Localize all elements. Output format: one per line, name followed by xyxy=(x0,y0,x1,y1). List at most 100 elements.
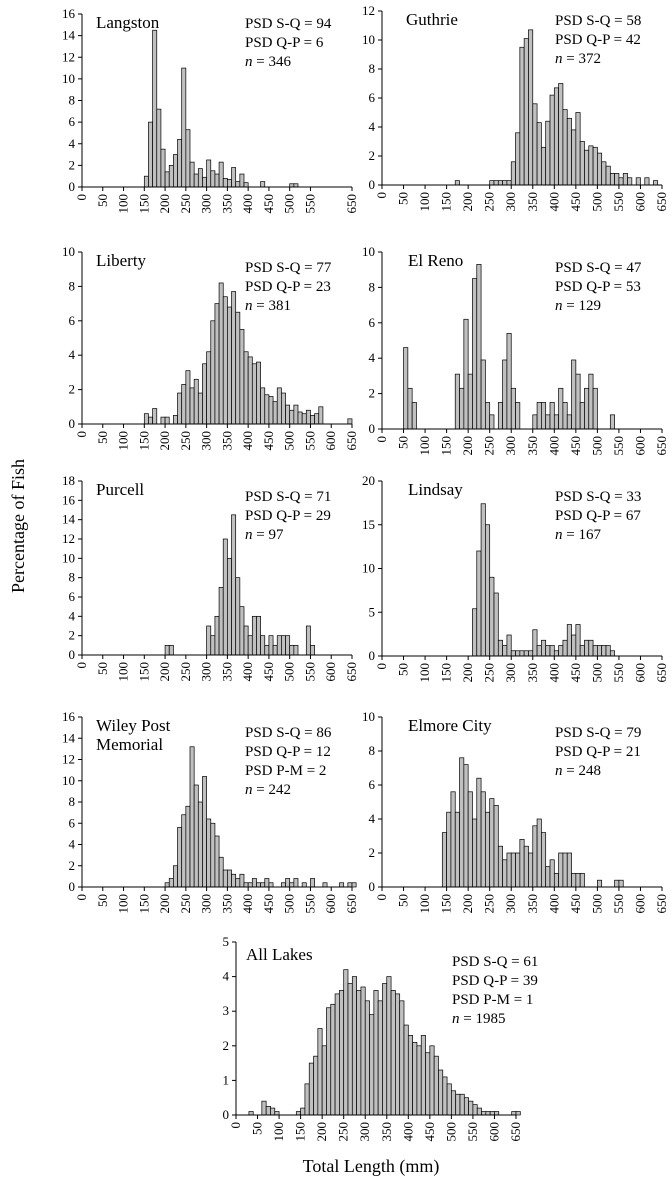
histogram-bar xyxy=(218,161,224,188)
x-tick-label: 250 xyxy=(482,663,497,683)
x-tick-label: 550 xyxy=(465,1122,480,1142)
histogram-bar xyxy=(407,387,413,430)
y-tick-label: 2 xyxy=(369,845,376,860)
y-tick-label: 8 xyxy=(69,93,76,108)
histogram-bar xyxy=(528,29,534,186)
x-tick-label: 250 xyxy=(178,431,193,451)
figure-y-axis-label: Percentage of Fish xyxy=(8,459,28,593)
y-tick-label: 2 xyxy=(69,382,76,397)
y-tick-label: 20 xyxy=(362,473,375,488)
y-tick-label: 12 xyxy=(62,531,75,546)
histogram-bar xyxy=(268,396,274,425)
y-tick-label: 6 xyxy=(369,777,376,792)
histogram-bar xyxy=(305,625,311,656)
y-tick-label: 0 xyxy=(69,647,76,662)
y-tick-label: 2 xyxy=(369,148,376,163)
x-tick-label: 400 xyxy=(240,194,255,214)
histogram-panel: 0 2 4 6 8 10 12 14 16 0 50 100 150 200 250 300 350 400 450… xyxy=(62,6,359,214)
x-tick-label: 250 xyxy=(178,194,193,214)
histogram-bar xyxy=(227,179,232,188)
histogram-bar xyxy=(214,615,220,656)
x-tick-label: 200 xyxy=(157,431,172,451)
y-tick-label: 2 xyxy=(69,628,76,643)
histogram-bar xyxy=(536,402,542,430)
histogram-bar xyxy=(502,859,508,888)
histogram-bar xyxy=(193,378,199,425)
histogram-bar xyxy=(339,882,345,888)
y-tick-label: 14 xyxy=(62,730,76,745)
histogram-bar xyxy=(420,1035,426,1116)
y-tick-label: 6 xyxy=(369,90,376,105)
y-tick-label: 15 xyxy=(362,517,375,532)
histogram-bar xyxy=(243,182,249,188)
histogram-bar xyxy=(592,387,598,430)
histogram-bar xyxy=(300,1107,306,1116)
x-tick-label: 250 xyxy=(482,436,497,456)
x-tick-label: 200 xyxy=(460,192,475,212)
panel-stat: PSD Q-P = 67 xyxy=(555,508,641,524)
histogram-bar xyxy=(177,139,183,188)
y-tick-label: 8 xyxy=(69,794,76,809)
histogram-bar xyxy=(202,363,207,425)
panel-stat: PSD S-Q = 71 xyxy=(245,489,331,505)
histogram-bar xyxy=(272,401,278,425)
histogram-bar xyxy=(455,1093,461,1116)
histogram-bar xyxy=(446,811,452,888)
histogram-bar xyxy=(497,845,503,888)
histogram-bar xyxy=(528,852,534,888)
histogram-bar xyxy=(609,650,615,657)
histogram-bar xyxy=(310,644,315,656)
x-tick-label: 450 xyxy=(261,662,276,682)
y-tick-label: 4 xyxy=(369,119,376,134)
y-tick-label: 8 xyxy=(69,278,76,293)
panel-title: Wiley Post xyxy=(96,716,171,735)
histogram-bar xyxy=(485,402,491,430)
histogram-bar xyxy=(618,177,624,186)
x-tick-label: 100 xyxy=(271,1122,286,1142)
x-tick-label: 50 xyxy=(396,894,411,907)
x-tick-label: 200 xyxy=(157,194,172,214)
panel-stat: PSD P-M = 2 xyxy=(245,763,326,779)
histogram-bar xyxy=(601,645,607,657)
histogram-bar xyxy=(235,181,241,188)
x-tick-label: 450 xyxy=(261,194,276,214)
histogram-bar xyxy=(218,282,224,425)
y-tick-label: 10 xyxy=(362,32,375,47)
y-tick-label: 16 xyxy=(62,492,76,507)
x-tick-label: 350 xyxy=(219,431,234,451)
histogram-bar xyxy=(549,94,555,186)
histogram-bar xyxy=(264,394,270,425)
histogram-bar xyxy=(222,296,228,425)
x-tick-label: 150 xyxy=(136,194,151,214)
panel-stat: PSD S-Q = 86 xyxy=(245,725,332,741)
x-tick-label: 500 xyxy=(443,1122,458,1142)
x-tick-label: 350 xyxy=(219,662,234,682)
histogram-bar xyxy=(152,408,158,425)
histogram-bar xyxy=(485,1111,491,1116)
y-tick-label: 0 xyxy=(223,1107,230,1122)
histogram-bar xyxy=(532,825,538,888)
y-tick-label: 10 xyxy=(362,561,375,576)
histogram-bar xyxy=(497,639,503,657)
x-tick-label: 50 xyxy=(396,663,411,676)
histogram-bar xyxy=(450,791,456,888)
x-tick-label: 300 xyxy=(357,1122,372,1142)
histogram-bar xyxy=(189,746,195,888)
x-tick-label: 0 xyxy=(74,662,89,669)
panel-stat: PSD P-M = 1 xyxy=(452,992,533,1008)
x-tick-label: 400 xyxy=(546,663,561,683)
histogram-bar xyxy=(177,827,183,888)
histogram-bar xyxy=(553,650,559,657)
panel-stat: PSD S-Q = 77 xyxy=(245,260,332,276)
histogram-bar xyxy=(459,387,465,430)
histogram-bar xyxy=(181,67,187,188)
histogram-bar xyxy=(438,1069,444,1116)
histogram-bar xyxy=(143,413,149,425)
histogram-bar xyxy=(597,152,603,186)
histogram-bar xyxy=(260,635,266,656)
figure-x-axis-label: Total Length (mm) xyxy=(303,1156,440,1177)
x-tick-label: 250 xyxy=(482,894,497,914)
histogram-bar xyxy=(264,644,270,656)
